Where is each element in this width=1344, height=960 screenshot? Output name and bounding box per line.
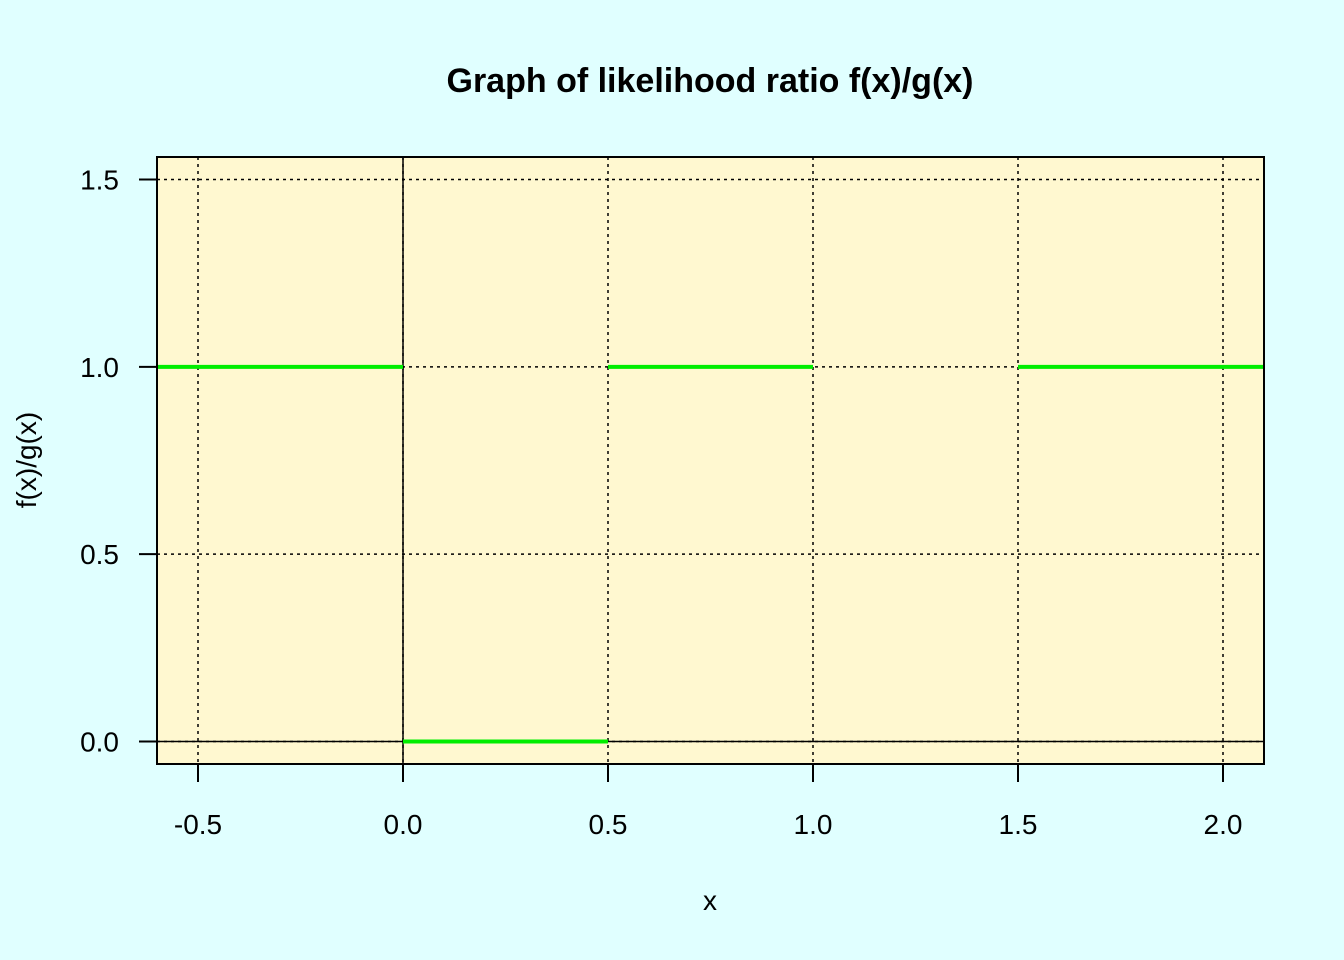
x-tick-label: 1.0: [794, 809, 833, 840]
series-likelihood-ratio: [157, 364, 1264, 744]
x-tick-label: 2.0: [1204, 809, 1243, 840]
y-axis-label: f(x)/g(x): [11, 412, 42, 508]
plot-frame: [156, 156, 1265, 765]
x-axis: -0.5 0.0 0.5 1.0 1.5 2.0: [174, 764, 1243, 840]
y-tick-label: 0.5: [80, 539, 119, 570]
x-axis-label: x: [703, 885, 717, 916]
chart-title: Graph of likelihood ratio f(x)/g(x): [447, 62, 974, 100]
x-tick-label: -0.5: [174, 809, 222, 840]
x-tick-label: 0.5: [589, 809, 628, 840]
reference-lines: [157, 157, 1264, 764]
x-tick-label: 1.5: [999, 809, 1038, 840]
x-tick-label: 0.0: [384, 809, 423, 840]
plot-area: [157, 157, 1264, 764]
y-tick-label: 1.5: [80, 164, 119, 195]
y-axis: 0.0 0.5 1.0 1.5: [80, 164, 157, 758]
y-tick-label: 1.0: [80, 352, 119, 383]
y-tick-label: 0.0: [80, 727, 119, 758]
